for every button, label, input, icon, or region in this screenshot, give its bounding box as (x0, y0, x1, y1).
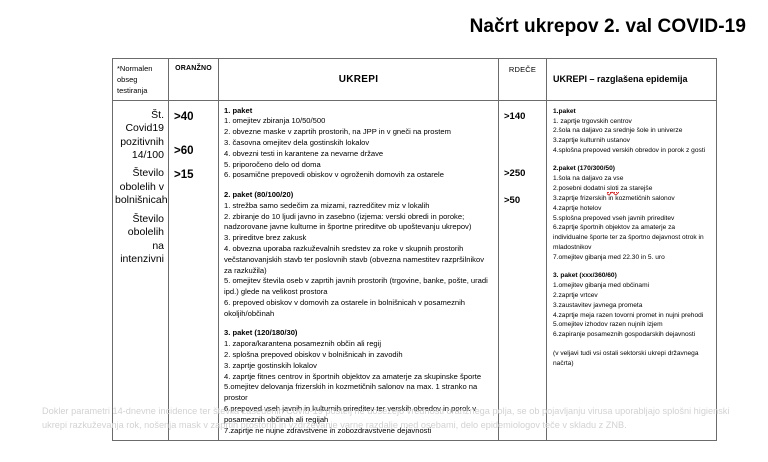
package-title: 2.paket (170/300/50) (553, 165, 615, 173)
red-threshold-2: >250 (504, 167, 526, 179)
header-red-level: RDEČE (498, 58, 547, 101)
package-item: 6. prepoved obiskov v domovih za ostarel… (224, 297, 466, 318)
package-item: 3. prireditve brez zakusk (224, 233, 307, 243)
red-threshold-1: >140 (504, 110, 526, 122)
orange-threshold-1: >40 (174, 110, 194, 123)
criteria-label-2: Število obolelih v bolnišnicah (115, 167, 168, 207)
package-item: 5.splošna prepoved vseh javnih priredite… (553, 214, 675, 222)
criteria-label-1: Št. Covid19 pozitivnih 14/100 (120, 108, 164, 161)
header-epidemic-measures: UKREPI – razglašena epidemija (546, 58, 717, 101)
package-item: 2. splošna prepoved obiskov v bolnišnica… (224, 350, 403, 360)
measures-package-3: 3. paket (120/180/30) 1. zapora/karanten… (224, 328, 492, 436)
header-orange-level: ORANŽNO (168, 58, 219, 101)
criteria-label-3: Število obolelih na intenzivni (120, 212, 164, 265)
package-item: 4. obvezni testi in karantene za nevarne… (224, 148, 384, 158)
package-title: 3. paket (xxx/360/60) (553, 271, 617, 279)
package-item: 4. obvezna uporaba razkuževalnih sredste… (224, 244, 485, 275)
epidemic-note: (v veljavi tudi vsi ostali sektorski ukr… (553, 350, 699, 368)
package-item: 5. priporočeno delo od doma (224, 159, 321, 169)
package-item: 2.zaprtje vrtcev (553, 291, 598, 299)
epidemic-measures-column: 1.paket 1. zaprtje trgovskih centrov 2.š… (546, 99, 717, 442)
measures-column: 1. paket 1. omejitev zbiranja 10/50/500 … (218, 99, 499, 442)
epidemic-package-1: 1.paket 1. zaprtje trgovskih centrov 2.š… (553, 107, 711, 156)
package-item: 7.omejitev gibanja med 22.30 in 5. uro (553, 254, 665, 262)
footer-note: Dokler parametri 14-dnevne incidence ter… (42, 406, 730, 431)
package-title: 1. paket (224, 105, 253, 115)
package-item: 3.zaprtje frizerskih in kozmetičnih salo… (553, 194, 675, 202)
package-item: 4.zaprtje hotelov (553, 204, 602, 212)
orange-threshold-2: >60 (174, 144, 194, 157)
package-item: 2.šola na daljavo za srednje šole in uni… (553, 127, 683, 135)
package-item: 1. zapora/karantena posameznih občin ali… (224, 339, 382, 349)
package-item: 6.zapiranje posameznih gospodarskih deja… (553, 331, 696, 339)
package-item: 1.omejitev gibanja med občinami (553, 281, 650, 289)
measures-plan-table: *Normalen obseg testiranja ORANŽNO UKREP… (112, 58, 717, 442)
package-item: 5.omejitev delovanja frizerskih in kozme… (224, 382, 478, 403)
epidemic-package-3: 3. paket (xxx/360/60) 1.omejitev gibanja… (553, 271, 711, 340)
criteria-column: Št. Covid19 pozitivnih 14/100 Število ob… (112, 99, 169, 442)
package-item: 6. posamične prepovedi obiskov v ogrožen… (224, 170, 444, 180)
orange-threshold-3: >15 (174, 168, 194, 181)
package-item: 6.prepoved vseh javnih in kulturnih prir… (224, 403, 476, 424)
package-item: 3.zaustavitev javnega prometa (553, 301, 643, 309)
page-title: Načrt ukrepov 2. val COVID-19 (469, 16, 746, 37)
package-title: 1.paket (553, 107, 576, 115)
measures-package-2: 2. paket (80/100/20) 1. strežba samo sed… (224, 190, 492, 319)
package-item: 1. zaprtje trgovskih centrov (553, 117, 632, 125)
package-item: 1. omejitev zbiranja 10/50/500 (224, 116, 326, 126)
spellcheck-word: sloti (606, 184, 619, 193)
package-item: 1.šola na daljavo za vse (553, 174, 624, 182)
package-item: 4.zaprtje meja razen tovorni promet in n… (553, 311, 704, 319)
measures-package-1: 1. paket 1. omejitev zbiranja 10/50/500 … (224, 106, 492, 181)
header-measures: UKREPI (218, 58, 499, 101)
package-item: 3. časovna omejitev dela gostinskih loka… (224, 137, 370, 147)
table-header-row: *Normalen obseg testiranja ORANŽNO UKREP… (112, 58, 717, 101)
table-body-row: Št. Covid19 pozitivnih 14/100 Število ob… (112, 99, 717, 442)
package-item: 5.omejitev izhodov razen nujnih izjem (553, 321, 663, 329)
package-item-spellchecked: 2.posebni dodatni sloti za starejše (553, 184, 653, 193)
red-threshold-3: >50 (504, 194, 521, 206)
red-thresholds-column: >140 >250 >50 (498, 99, 547, 442)
package-item: 7.zaprtje ne nujne zdravstvene in zobozd… (224, 425, 432, 435)
package-item: 2. obvezne maske v zaprtih prostorih, na… (224, 127, 451, 137)
orange-thresholds-column: >40 >60 >15 (168, 99, 219, 442)
package-item: 5. omejitev števila oseb v zaprtih javni… (224, 276, 488, 297)
package-item: 4.splošna prepoved verskih obredov in po… (553, 147, 706, 155)
package-item: 3. zaprtje gostinskih lokalov (224, 360, 317, 370)
package-title: 3. paket (120/180/30) (224, 328, 298, 338)
package-title: 2. paket (80/100/20) (224, 190, 294, 200)
package-item: 1. strežba samo sedečim za mizami, razre… (224, 200, 430, 210)
epidemic-package-2: 2.paket (170/300/50) 1.šola na daljavo z… (553, 164, 711, 263)
package-item: 6.zaprtje športnih objektov za amaterje … (553, 224, 704, 252)
header-testing-scope: *Normalen obseg testiranja (112, 58, 169, 101)
package-item: 4. zaprtje fitnes centrov in športnih ob… (224, 371, 482, 381)
package-item: 3.zaprtje kulturnih ustanov (553, 137, 630, 145)
package-item: 2. zbiranje do 10 ljudi javno in zasebno… (224, 211, 472, 232)
